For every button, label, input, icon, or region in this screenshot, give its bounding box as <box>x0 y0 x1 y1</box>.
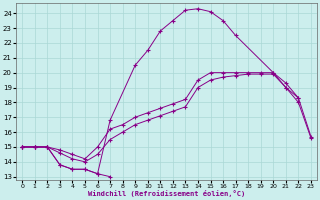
X-axis label: Windchill (Refroidissement éolien,°C): Windchill (Refroidissement éolien,°C) <box>88 190 245 197</box>
